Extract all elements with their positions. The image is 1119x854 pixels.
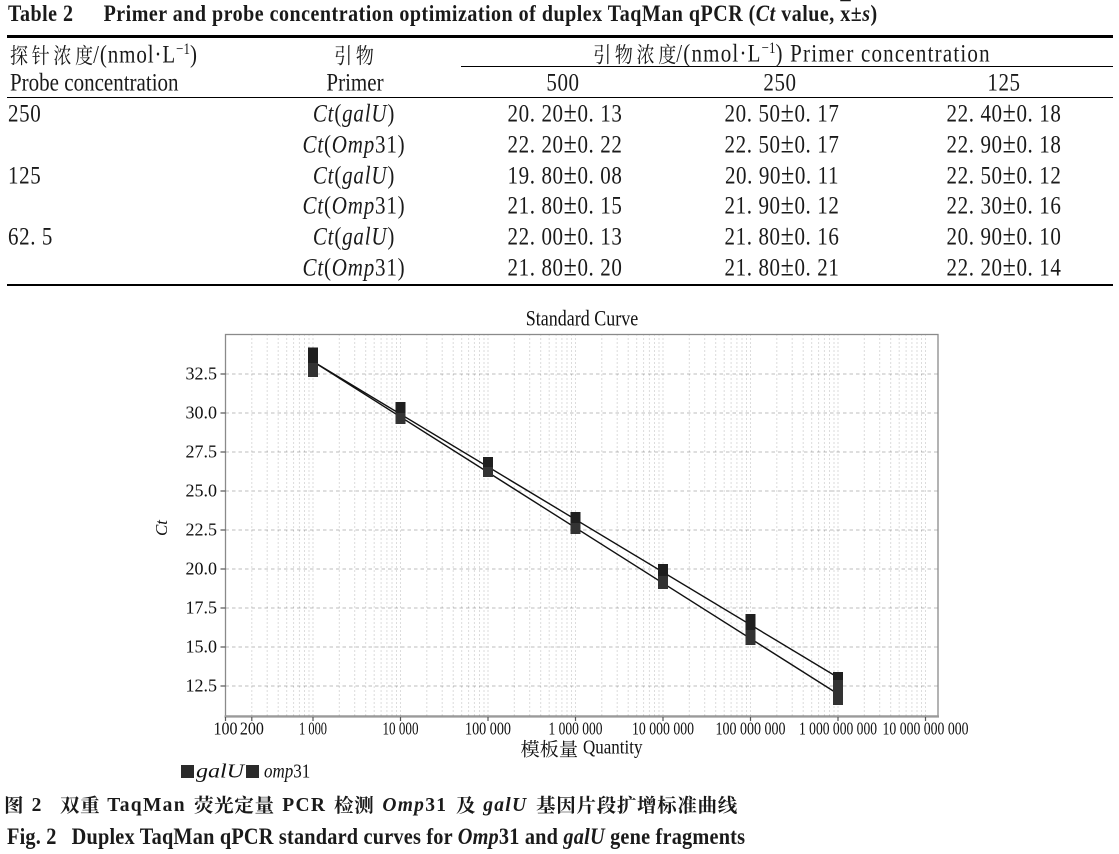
svg-text:10 000 000: 10 000 000 [632, 718, 694, 738]
svg-text:1 000 000: 1 000 000 [549, 718, 603, 738]
svg-text:17.5: 17.5 [186, 598, 218, 618]
svg-text:200: 200 [240, 718, 264, 738]
svg-text:20.0: 20.0 [186, 559, 218, 579]
svg-text:1 000 000 000: 1 000 000 000 [799, 718, 877, 738]
svg-text:10 000: 10 000 [383, 718, 419, 738]
svg-text:100: 100 [214, 718, 238, 738]
svg-text:30.0: 30.0 [186, 403, 218, 423]
svg-text:100 000 000: 100 000 000 [716, 718, 786, 738]
svg-text:100 000: 100 000 [465, 718, 511, 738]
svg-text:15.0: 15.0 [186, 637, 218, 657]
svg-text:Quantity: Quantity [583, 736, 643, 759]
svg-text:10 000 000 000: 10 000 000 000 [883, 718, 969, 738]
svg-text:1 000: 1 000 [299, 718, 327, 738]
svg-text:27.5: 27.5 [186, 442, 218, 462]
svg-text:Standard Curve: Standard Curve [526, 307, 638, 331]
svg-text:Ct: Ct [152, 519, 171, 536]
svg-text:12.5: 12.5 [186, 676, 218, 696]
svg-text:omp31: omp31 [264, 760, 310, 783]
svg-text:22.5: 22.5 [186, 520, 218, 540]
svg-text:32.5: 32.5 [186, 364, 218, 384]
svg-text:galU: galU [196, 760, 246, 783]
svg-text:25.0: 25.0 [186, 481, 218, 501]
